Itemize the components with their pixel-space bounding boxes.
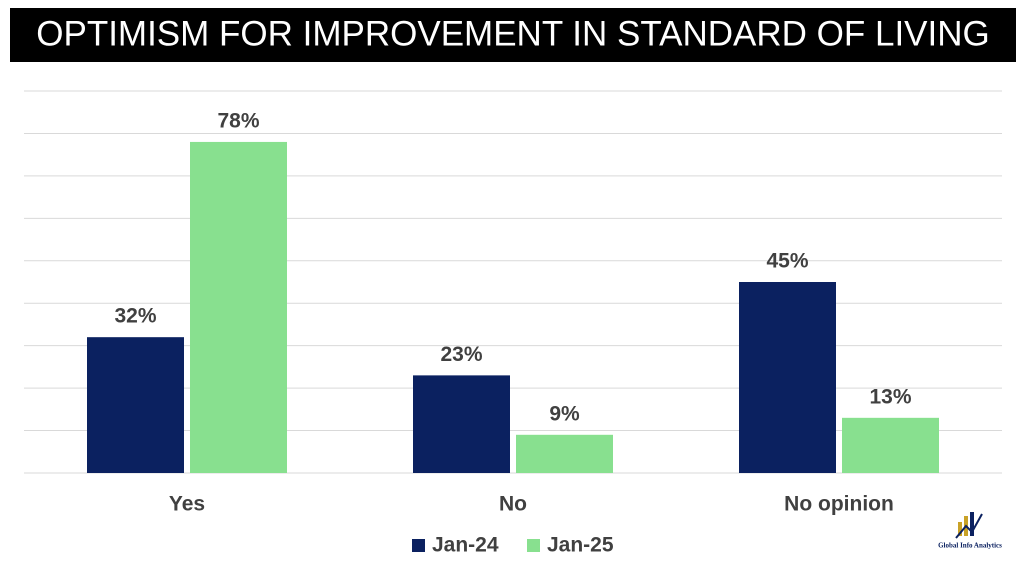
bar: [516, 434, 613, 473]
legend-swatch: [412, 539, 425, 552]
bar: [842, 417, 939, 473]
x-tick-label: Yes: [169, 493, 205, 516]
bar: [87, 337, 184, 473]
logo-arrow: [955, 513, 983, 539]
data-label: 23%: [440, 343, 482, 366]
logo-bar: [958, 522, 962, 536]
legend-swatch: [527, 539, 540, 552]
legend-label: Jan-24: [432, 534, 499, 557]
bar: [739, 282, 836, 473]
x-tick-label: No: [499, 493, 527, 516]
bar: [413, 375, 510, 473]
chart-title: OPTIMISM FOR IMPROVEMENT IN STANDARD OF …: [36, 14, 990, 53]
legend-label: Jan-25: [547, 534, 614, 557]
bar: [190, 141, 287, 473]
logo-bar: [970, 512, 974, 536]
x-tick-label: No opinion: [784, 493, 894, 516]
logo: Global Info Analytics: [938, 512, 1002, 550]
data-label: 13%: [869, 385, 911, 408]
title-bar: [10, 8, 1016, 62]
data-label: 32%: [114, 305, 156, 328]
logo-text: Global Info Analytics: [938, 542, 1002, 550]
data-label: 45%: [766, 250, 808, 273]
data-label: 78%: [217, 109, 259, 132]
data-label: 9%: [549, 402, 580, 425]
